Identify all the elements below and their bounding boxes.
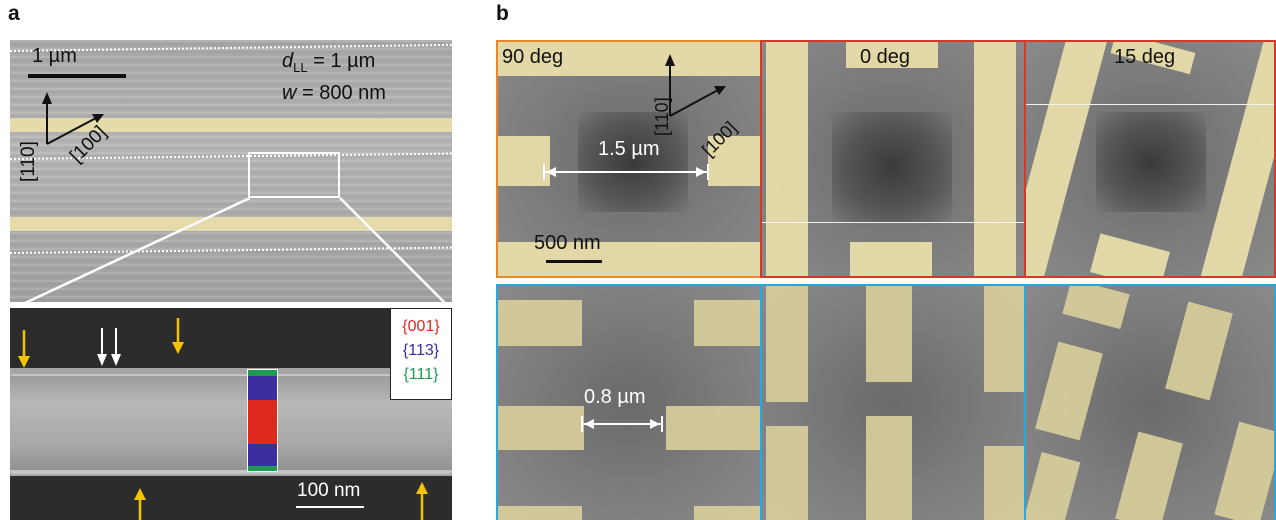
panel-a-zoom-image: {001} {113} {111} 100 nm <box>10 308 452 520</box>
zoom-scale-label: 100 nm <box>297 480 361 501</box>
legend-111: {111} <box>403 366 439 383</box>
gold-stripe-bottom <box>10 217 452 231</box>
gap-label-top: 1.5 µm <box>598 138 660 160</box>
panel-b-tile-bottom-1: 0.8 µm <box>496 284 762 520</box>
panel-b-tile-90deg: 90 deg 1.5 µm 500 nm [110] [100] <box>496 40 762 278</box>
facet-111-top <box>248 370 278 376</box>
gold-stripe-top <box>10 118 452 132</box>
panel-b-label: b <box>496 2 509 25</box>
gap-label-bottom: 0.8 µm <box>584 386 646 408</box>
panel-b-tile-0deg: 0 deg <box>760 40 1026 278</box>
label-90deg: 90 deg <box>502 46 564 68</box>
label-0deg: 0 deg <box>860 46 911 68</box>
legend-001: {001} <box>402 318 440 335</box>
legend-113: {113} <box>402 342 440 359</box>
dir-110-label-a: [110] <box>18 141 39 182</box>
panel-b-scale-bar <box>546 260 602 263</box>
facet-001 <box>248 400 278 444</box>
width-text: w = 800 nm <box>282 82 386 104</box>
facet-legend: {001} {113} {111} <box>390 308 452 400</box>
panel-b-tile-15deg: 15 deg <box>1024 40 1276 278</box>
zoom-region-box <box>248 152 340 198</box>
panel-a-scale-label: 1 µm <box>32 45 77 67</box>
facet-111-bottom <box>248 466 278 472</box>
panel-b-tile-bottom-3 <box>1024 284 1276 520</box>
panel-b-tile-bottom-2 <box>760 284 1026 520</box>
panel-a-overview-image: 1 µm dLL = 1 µm w = 800 nm [110] [100] <box>10 40 452 302</box>
panel-a-scale-bar <box>28 74 126 78</box>
facet-113-bottom <box>248 444 278 466</box>
panel-a-label: a <box>8 2 20 25</box>
dir-110-label-b: [110] <box>652 97 672 136</box>
dll-text: dLL = 1 µm <box>282 50 376 75</box>
zoom-scale-bar <box>296 506 364 508</box>
panel-b-scale-label: 500 nm <box>534 232 601 254</box>
wire-body <box>10 374 452 474</box>
label-15deg: 15 deg <box>1114 46 1176 68</box>
facet-113-top <box>248 376 278 400</box>
